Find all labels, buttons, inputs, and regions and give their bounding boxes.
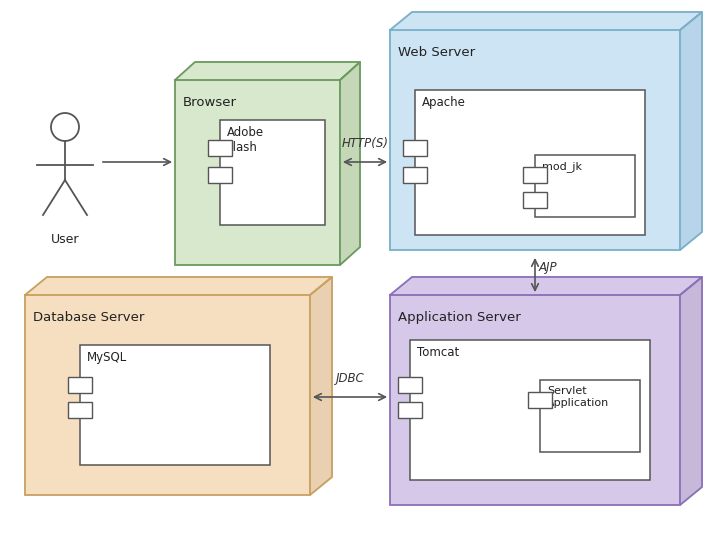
Bar [528,392,552,408]
Text: Browser: Browser [183,96,237,109]
Bar [208,140,232,156]
Bar [208,167,232,183]
Bar [68,377,92,393]
Polygon shape [390,277,702,295]
Text: mod_jk: mod_jk [542,161,582,172]
Bar [410,340,650,480]
Bar [390,30,680,250]
Bar [80,345,270,465]
Polygon shape [175,62,360,80]
Bar [523,192,547,208]
Bar [398,377,422,393]
Text: HTTP(S): HTTP(S) [341,137,389,150]
Bar [68,402,92,418]
Text: Adobe
Flash: Adobe Flash [227,126,264,154]
Text: Web Server: Web Server [398,46,475,59]
Polygon shape [390,12,702,30]
Bar [398,402,422,418]
Polygon shape [680,12,702,250]
Text: Tomcat: Tomcat [417,346,459,359]
Bar [415,90,645,235]
Text: Application Server: Application Server [398,311,521,324]
Text: JDBC: JDBC [336,372,364,385]
Polygon shape [680,277,702,505]
Bar [403,167,427,183]
Bar [220,120,325,225]
Text: MySQL: MySQL [87,351,127,364]
Text: Apache: Apache [422,96,466,109]
Text: Database Server: Database Server [33,311,145,324]
Text: Servlet
Application: Servlet Application [547,386,609,408]
Bar [175,80,340,265]
Polygon shape [25,277,332,295]
Bar [540,380,640,452]
Text: User: User [50,233,79,246]
Bar [535,155,635,217]
Text: AJP: AJP [539,261,557,274]
Bar [390,295,680,505]
Bar [523,167,547,183]
Polygon shape [310,277,332,495]
Bar [25,295,310,495]
Bar [403,140,427,156]
Polygon shape [340,62,360,265]
